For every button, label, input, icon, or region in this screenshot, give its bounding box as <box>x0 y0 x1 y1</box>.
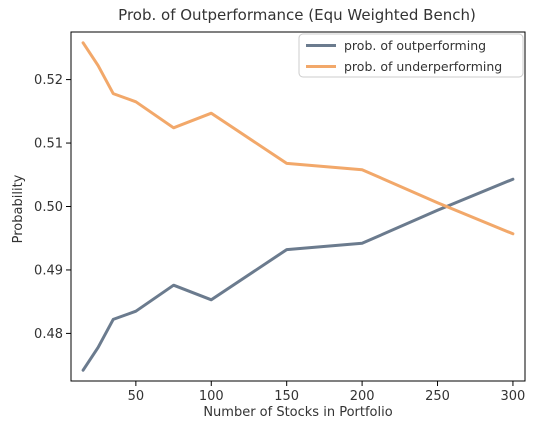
data-point <box>361 168 364 171</box>
data-point <box>97 64 100 67</box>
y-axis-title: Probability <box>11 174 26 243</box>
y-tick-label: 0.49 <box>34 263 63 278</box>
data-point <box>134 100 137 103</box>
y-tick-label: 0.51 <box>34 137 63 152</box>
y-tick-label: 0.52 <box>34 73 63 88</box>
data-point <box>210 298 213 301</box>
x-tick-label: 150 <box>274 389 299 404</box>
data-point <box>436 209 439 212</box>
y-tick-label: 0.50 <box>34 200 63 215</box>
data-point <box>361 242 364 245</box>
legend-label-underperforming: prob. of underperforming <box>344 59 502 74</box>
series-line-outperforming <box>81 177 515 372</box>
legend: prob. of outperforming prob. of underper… <box>298 33 524 78</box>
data-point <box>82 41 85 44</box>
series-lines <box>81 41 515 372</box>
chart-title: Prob. of Outperformance (Equ Weighted Be… <box>118 6 476 24</box>
x-tick-label: 100 <box>199 389 224 404</box>
series-line-underperforming <box>81 41 515 236</box>
data-point <box>134 310 137 313</box>
y-axis-ticks: 0.48 0.49 0.50 0.51 0.52 <box>34 73 71 342</box>
x-axis-title: Number of Stocks in Portfolio <box>203 405 392 420</box>
data-point <box>82 369 85 372</box>
x-axis-ticks: 50 100 150 200 250 300 <box>128 381 526 404</box>
y-tick-label: 0.48 <box>34 327 63 342</box>
data-point <box>172 284 175 287</box>
data-point <box>112 318 115 321</box>
x-tick-label: 50 <box>128 389 145 404</box>
data-point <box>511 232 514 235</box>
legend-label-outperforming: prob. of outperforming <box>344 38 486 53</box>
data-point <box>285 248 288 251</box>
data-point <box>97 346 100 349</box>
data-point <box>210 112 213 115</box>
data-point <box>285 162 288 165</box>
legend-box <box>298 33 524 78</box>
x-tick-label: 300 <box>501 389 526 404</box>
data-point <box>172 126 175 129</box>
x-tick-label: 250 <box>425 389 450 404</box>
data-point <box>511 178 514 181</box>
x-tick-label: 200 <box>350 389 375 404</box>
data-point <box>112 92 115 95</box>
data-point <box>436 201 439 204</box>
plot-area-frame <box>70 31 526 382</box>
